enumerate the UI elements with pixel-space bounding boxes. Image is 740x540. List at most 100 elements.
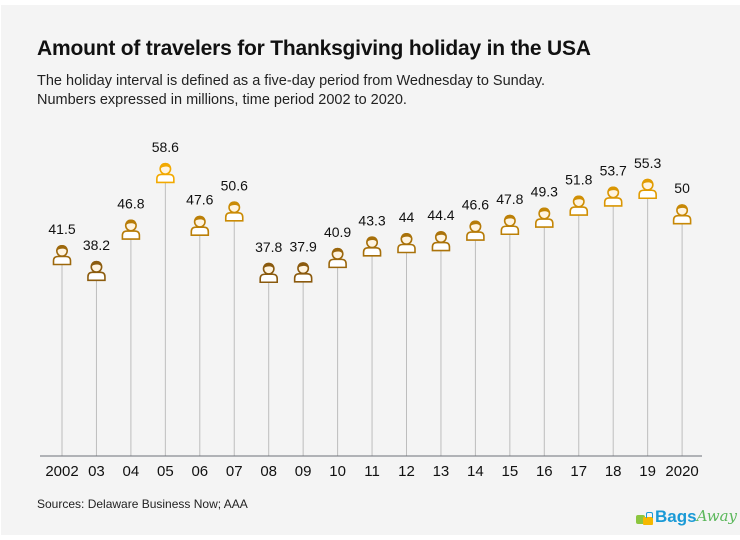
data-label: 37.9 [290,238,317,254]
x-tick-label: 11 [364,463,380,480]
person-body [603,197,623,207]
person-hair [469,220,481,227]
data-label: 43.3 [358,212,385,228]
person-body [121,230,141,240]
x-tick-label: 2002 [45,463,78,480]
person-icon [672,204,692,225]
person-icon [52,245,72,266]
person-hair [125,219,137,226]
x-tick-label: 08 [260,463,277,480]
person-icon [362,236,382,257]
x-tick-label: 13 [433,463,450,480]
data-label: 50.6 [221,177,248,193]
logo-text-bags: Bags [655,507,697,526]
logo-text-away: Away [696,507,737,525]
person-body [52,255,72,266]
person-body [466,231,485,241]
subtitle-line-1: The holiday interval is defined as a fiv… [37,73,546,89]
person-body [397,243,416,254]
person-icon [534,207,554,228]
x-tick-label: 14 [467,463,484,480]
person-hair [642,178,654,185]
person-hair [401,233,412,239]
data-label: 47.6 [186,192,213,208]
x-tick-label: 17 [570,463,587,480]
x-tick-label: 18 [605,463,622,480]
person-body [500,225,520,236]
x-tick-label: 10 [329,463,346,480]
person-body [569,206,589,216]
markers-group: 41.5 38.2 46.8 58.6 47.6 50.6 37.8 37.9 40.9 43.3… [48,139,692,284]
x-tick-label: 04 [123,463,140,480]
person-icon [87,260,106,282]
person-hair [435,231,447,238]
person-body [362,247,382,257]
person-body [156,173,175,184]
person-body [328,258,347,269]
data-label: 55.3 [634,155,661,171]
chart-subtitle: The holiday interval is defined as a fiv… [37,72,545,110]
data-label: 44.4 [427,207,454,223]
data-label: 49.3 [531,184,558,200]
person-body [259,273,279,284]
x-tick-label: 15 [502,463,519,480]
person-icon [293,262,313,283]
x-tick-label: 12 [398,463,415,480]
data-label: 46.6 [462,197,489,213]
x-tick-label: 2020 [665,463,698,480]
person-icon [156,162,175,184]
data-label: 50 [674,180,690,196]
person-icon [397,233,416,254]
x-tick-label: 07 [226,463,243,480]
person-hair [56,245,68,251]
x-tick-label: 16 [536,463,553,480]
x-tick-label: 09 [295,463,312,480]
bag-logo-icon [636,511,654,525]
person-body [638,189,657,200]
person-body [672,214,692,225]
data-label: 40.9 [324,224,351,240]
person-hair [573,195,585,202]
person-icon [500,214,520,236]
person-body [224,212,244,222]
person-body [431,241,451,252]
data-label: 58.6 [152,139,179,155]
x-tick-label: 05 [157,463,174,480]
person-icon [190,215,210,237]
data-label: 37.8 [255,239,282,255]
source-note: Sources: Delaware Business Now; AAA [37,497,248,511]
person-hair [676,204,688,211]
person-hair [366,236,378,243]
person-hair [91,260,102,267]
x-tick-label: 19 [639,463,656,480]
person-body [190,226,210,237]
chart-panel [1,5,740,535]
person-icon [259,262,279,284]
person-hair [263,262,275,269]
data-label: 41.5 [48,221,75,237]
person-icon [431,231,451,252]
person-hair [297,262,309,269]
data-label: 51.8 [565,172,592,188]
data-label: 44 [399,209,415,225]
x-tick-labels: 2002 03 04 05 06 07 08 09 10 11 12 13 14 15 16 17 18 19 20… [45,463,698,480]
stems-group [61,178,683,456]
person-icon [603,186,623,207]
person-body [534,218,554,228]
person-icon [466,220,485,241]
person-hair [194,215,206,222]
person-icon [224,201,244,222]
data-label: 46.8 [117,196,144,212]
person-hair [332,247,344,254]
chart-title: Amount of travelers for Thanksgiving hol… [37,37,591,60]
person-hair [607,186,619,193]
person-icon [569,195,589,216]
x-tick-label: 06 [191,463,208,480]
person-icon [328,247,347,269]
brand-logo: Bags Away [636,508,737,525]
subtitle-line-2: Numbers expressed in millions, time peri… [37,92,407,108]
data-label: 38.2 [83,237,110,253]
person-hair [228,201,240,208]
person-body [87,271,106,282]
